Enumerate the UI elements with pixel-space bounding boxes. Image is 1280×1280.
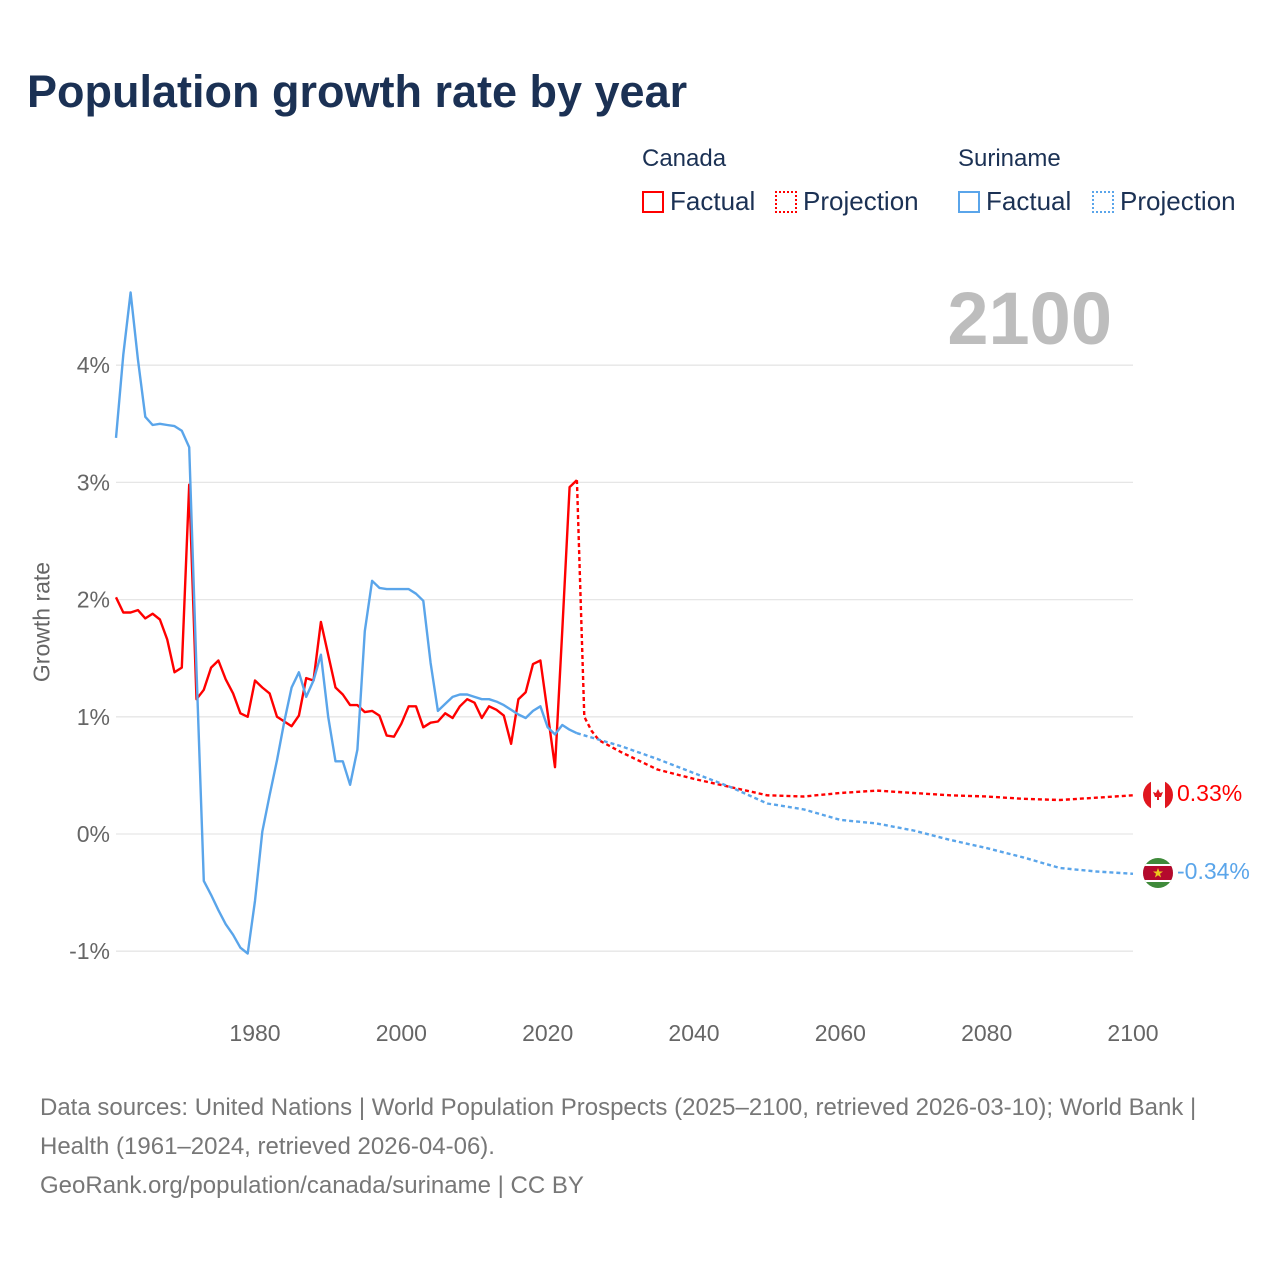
year-display: 2100 [947,277,1112,360]
x-tick-label: 1980 [229,1020,280,1046]
chart-title: Population growth rate by year [27,66,688,117]
y-tick-label: -1% [69,938,110,964]
x-tick-label: 2100 [1107,1020,1158,1046]
sources-text: Data sources: United Nations | World Pop… [40,1094,1197,1160]
legend-swatch [958,190,980,213]
legend-swatch [642,190,664,213]
legend-swatch [775,190,797,213]
canada-end-label: 0.33% [1177,780,1242,806]
y-tick-label: 0% [77,821,110,847]
footer-sources: Data sources: United Nations | World Pop… [40,1088,1240,1205]
canada-factual-line [114,479,578,769]
y-tick-label: 3% [77,469,110,495]
y-tick-label: 1% [77,704,110,730]
y-tick-label: 4% [77,352,110,378]
suriname-factual-line [114,291,578,955]
legend-label: Factual [986,186,1072,216]
legend-canada-factual[interactable]: Factual [642,186,755,217]
x-tick-label: 2020 [522,1020,573,1046]
attribution-link[interactable]: GeoRank.org/population/canada/suriname |… [40,1172,584,1199]
legend-suriname-projection[interactable]: Projection [1092,186,1236,217]
legend-label: Projection [1120,186,1236,216]
legend-swatch [1092,190,1114,213]
legend-group-canada: Canada [642,145,727,172]
legend-label: Projection [803,186,919,216]
x-tick-label: 2080 [961,1020,1012,1046]
suriname-flag-icon [1143,858,1173,888]
legend-suriname-factual[interactable]: Factual [958,186,1071,217]
y-tick-label: 2% [77,587,110,613]
suriname-projection-line [576,732,1134,875]
canada-projection-line [575,480,1134,802]
x-tick-label: 2060 [815,1020,866,1046]
x-tick-label: 2040 [668,1020,719,1046]
legend-label: Factual [670,186,756,216]
legend-group-suriname: Suriname [958,145,1061,172]
x-tick-label: 2000 [376,1020,427,1046]
y-axis-label: Growth rate [28,561,55,683]
suriname-end-label: -0.34% [1177,858,1250,884]
canada-flag-icon [1143,780,1173,810]
legend-canada-projection[interactable]: Projection [775,186,919,217]
